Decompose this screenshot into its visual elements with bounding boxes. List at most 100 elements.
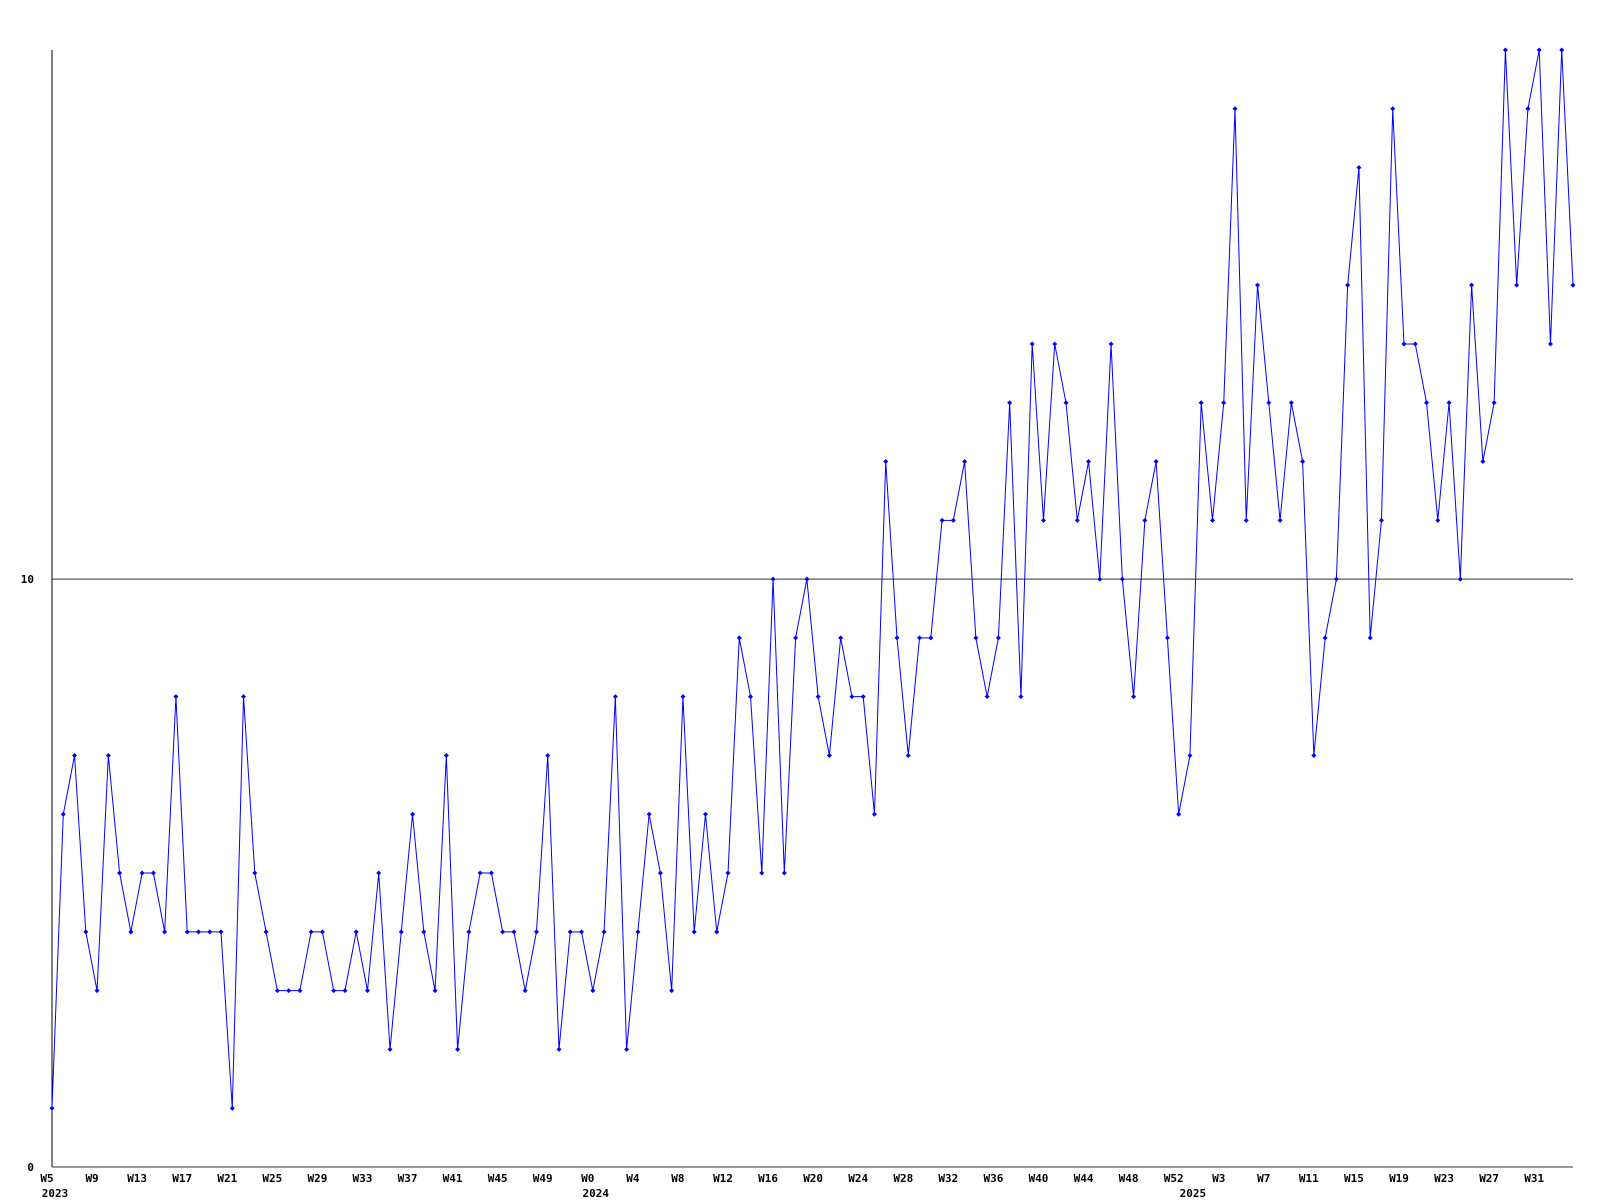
point-marker <box>1469 282 1475 288</box>
point-marker <box>1491 400 1497 406</box>
y-tick-label: 10 <box>21 573 34 586</box>
point-marker <box>229 1105 235 1111</box>
point-marker <box>105 752 111 758</box>
point-marker <box>995 635 1001 641</box>
point-marker <box>1322 635 1328 641</box>
point-marker <box>488 870 494 876</box>
point-marker <box>612 694 618 700</box>
point-marker <box>443 752 449 758</box>
point-marker <box>241 694 247 700</box>
point-marker <box>759 870 765 876</box>
point-marker <box>1514 282 1520 288</box>
point-marker <box>455 1046 461 1052</box>
point-marker <box>1446 400 1452 406</box>
point-marker <box>657 870 663 876</box>
point-marker <box>1040 517 1046 523</box>
point-marker <box>150 870 156 876</box>
point-marker <box>1086 459 1092 465</box>
point-marker <box>162 929 168 935</box>
point-marker <box>567 929 573 935</box>
point-marker <box>1559 47 1565 53</box>
point-marker <box>950 517 956 523</box>
point-marker <box>770 576 776 582</box>
point-marker <box>736 635 742 641</box>
point-marker <box>319 929 325 935</box>
point-marker <box>1007 400 1013 406</box>
point-marker <box>1176 811 1182 817</box>
point-marker <box>218 929 224 935</box>
point-marker <box>815 694 821 700</box>
point-marker <box>1424 400 1430 406</box>
point-marker <box>1108 341 1114 347</box>
point-marker <box>590 988 596 994</box>
point-marker <box>117 870 123 876</box>
x-tick-label: W12 <box>713 1172 733 1185</box>
point-marker <box>522 988 528 994</box>
point-marker <box>376 870 382 876</box>
point-marker <box>1536 47 1542 53</box>
point-marker <box>308 929 314 935</box>
x-tick-label: W49 <box>533 1172 553 1185</box>
point-marker <box>939 517 945 523</box>
point-marker <box>139 870 145 876</box>
point-marker <box>1300 459 1306 465</box>
point-marker <box>556 1046 562 1052</box>
x-tick-label: W5 <box>40 1172 53 1185</box>
point-marker <box>860 694 866 700</box>
point-marker <box>883 459 889 465</box>
point-marker <box>410 811 416 817</box>
point-marker <box>1097 576 1103 582</box>
point-marker <box>826 752 832 758</box>
point-marker <box>871 811 877 817</box>
point-marker <box>1502 47 1508 53</box>
point-marker <box>466 929 472 935</box>
x-year-label: 2023 <box>42 1187 69 1200</box>
point-marker <box>263 929 269 935</box>
point-marker <box>894 635 900 641</box>
point-marker <box>646 811 652 817</box>
point-marker <box>984 694 990 700</box>
point-marker <box>1288 400 1294 406</box>
point-marker <box>714 929 720 935</box>
x-tick-label: W11 <box>1299 1172 1319 1185</box>
x-tick-label: W0 <box>581 1172 594 1185</box>
point-marker <box>1266 400 1272 406</box>
point-marker <box>364 988 370 994</box>
x-tick-label: W19 <box>1389 1172 1409 1185</box>
point-marker <box>669 988 675 994</box>
point-marker <box>1412 341 1418 347</box>
x-tick-label: W41 <box>443 1172 463 1185</box>
point-marker <box>94 988 100 994</box>
point-marker <box>1063 400 1069 406</box>
point-marker <box>962 459 968 465</box>
point-marker <box>252 870 258 876</box>
point-marker <box>353 929 359 935</box>
x-tick-label: W40 <box>1029 1172 1049 1185</box>
x-tick-label: W9 <box>85 1172 98 1185</box>
x-tick-label: W21 <box>217 1172 237 1185</box>
point-marker <box>1142 517 1148 523</box>
point-marker <box>973 635 979 641</box>
point-marker <box>195 929 201 935</box>
point-marker <box>1457 576 1463 582</box>
point-marker <box>748 694 754 700</box>
x-tick-label: W15 <box>1344 1172 1364 1185</box>
point-marker <box>1119 576 1125 582</box>
point-marker <box>398 929 404 935</box>
point-marker <box>432 988 438 994</box>
point-marker <box>184 929 190 935</box>
point-marker <box>1052 341 1058 347</box>
y-tick-label: 0 <box>27 1161 34 1174</box>
x-tick-label: W4 <box>626 1172 640 1185</box>
point-marker <box>725 870 731 876</box>
x-tick-label: W29 <box>307 1172 327 1185</box>
point-marker <box>1367 635 1373 641</box>
point-marker <box>1401 341 1407 347</box>
point-marker <box>1547 341 1553 347</box>
point-marker <box>1187 752 1193 758</box>
point-marker <box>793 635 799 641</box>
point-marker <box>680 694 686 700</box>
point-marker <box>49 1105 55 1111</box>
point-marker <box>917 635 923 641</box>
